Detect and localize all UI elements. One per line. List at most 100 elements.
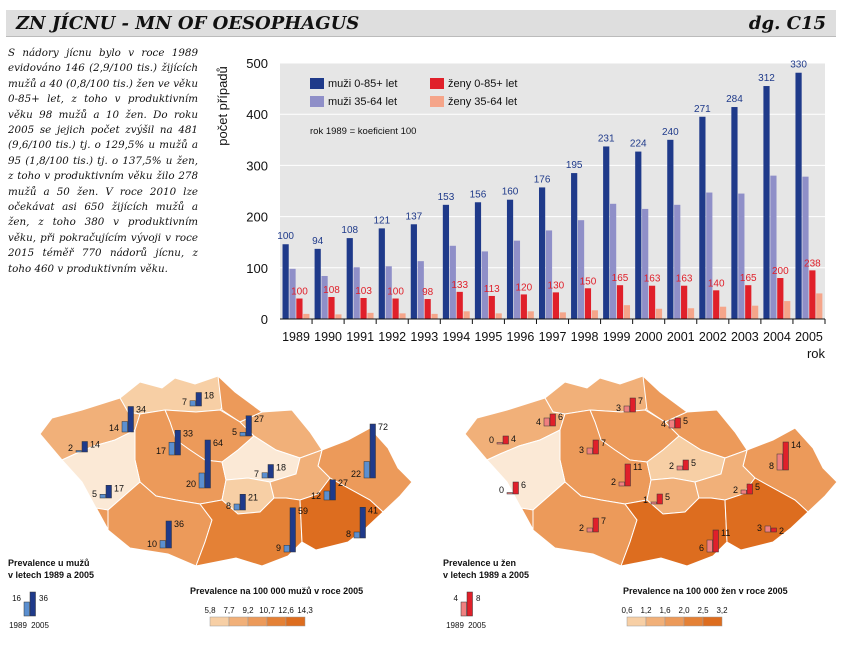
bar-men: [545, 230, 553, 319]
bar-women: [399, 313, 406, 319]
scale-tick: 0,6: [621, 606, 633, 615]
data-label-women: 140: [708, 278, 725, 289]
region-value-2005: 7: [638, 396, 643, 406]
bar-women: [520, 294, 527, 319]
region-bar-1989: [363, 461, 370, 479]
data-label-women: 100: [387, 287, 404, 298]
scale-tick: 9,2: [242, 606, 254, 615]
scale-swatch: [228, 616, 249, 627]
data-label-women: 163: [644, 274, 661, 285]
bar-men: [442, 204, 450, 319]
region-bar-2005: [289, 507, 296, 553]
region-value-2005: 41: [368, 505, 378, 515]
scale-tick: 1,2: [640, 606, 652, 615]
region-value-2005: 17: [114, 483, 124, 493]
legend-swatch: [430, 78, 444, 89]
region-value-2005: 7: [601, 438, 606, 448]
x-tick-label: 1999: [603, 330, 631, 344]
key-year-1989: 1989: [9, 621, 27, 630]
map-title-line1: Prevalence u mužů: [8, 558, 90, 568]
data-label-women: 98: [422, 287, 434, 298]
key-year-1989: 1989: [446, 621, 464, 630]
x-tick-label: 2005: [795, 330, 823, 344]
bar-women: [809, 270, 816, 319]
region-bar-2005: [592, 517, 599, 533]
legend-label: ženy 0-85+ let: [448, 78, 517, 90]
region-bar-1989: [506, 492, 513, 495]
x-axis-label: rok: [807, 346, 826, 361]
x-tick-label: 1996: [507, 330, 535, 344]
region-bar-2005: [656, 493, 663, 505]
region-bar-2005: [127, 406, 134, 433]
x-tick-label: 2002: [699, 330, 727, 344]
y-tick-label: 400: [246, 107, 268, 122]
scale-swatch: [266, 616, 287, 627]
bar-men: [770, 175, 777, 319]
x-tick-label: 1997: [539, 330, 567, 344]
bar-men: [642, 208, 649, 319]
region-value-1989: 7: [254, 469, 259, 479]
region-bar-2005: [746, 483, 753, 495]
region-value-1989: 4: [661, 419, 666, 429]
map-title-line2: v letech 1989 a 2005: [443, 570, 529, 580]
region-value-2005: 33: [183, 428, 193, 438]
data-label-men: 176: [534, 174, 551, 185]
x-tick-label: 1989: [282, 330, 310, 344]
key-year-2005: 2005: [31, 621, 49, 630]
bar-men: [667, 139, 674, 319]
region-bar-2005: [105, 485, 112, 499]
region-value-1989: 22: [351, 469, 361, 479]
region-value-1989: 14: [109, 423, 119, 433]
region-bar-2005: [770, 527, 777, 533]
region-bar-2005: [245, 415, 252, 437]
data-label-men: 195: [566, 160, 583, 171]
map-men: 2 14 14 34 7 18 5 27 17 33 20 64 7 18 22 72 5 17 8 21 12 27 10…: [8, 374, 414, 630]
scale-swatch: [683, 616, 704, 627]
bar-women: [367, 312, 374, 319]
scale-swatch: [247, 616, 268, 627]
bar-men: [674, 204, 681, 319]
bar-men: [603, 146, 610, 319]
scale-title: Prevalence na 100 000 žen v roce 2005: [623, 586, 788, 596]
bar-women: [752, 305, 759, 319]
region: [486, 429, 566, 511]
x-tick-label: 1992: [378, 330, 406, 344]
region-value-2005: 36: [174, 519, 184, 529]
region-value-1989: 0: [489, 435, 494, 445]
region-bar-2005: [682, 459, 689, 471]
region-value-1989: 5: [232, 427, 237, 437]
bar-men: [481, 251, 488, 319]
y-tick-label: 100: [246, 261, 268, 276]
region-bar-1989: [239, 432, 246, 437]
page-title: ZN JÍCNU - MN OF OESOPHAGUS: [16, 13, 360, 34]
region-bar-2005: [267, 464, 274, 479]
region-bar-1989: [233, 503, 240, 511]
region-value-1989: 20: [186, 479, 196, 489]
data-label-men: 271: [694, 104, 711, 115]
bar-men: [763, 86, 770, 319]
region-value-1989: 2: [579, 523, 584, 533]
bar-women: [488, 295, 495, 319]
legend-swatch: [430, 96, 444, 107]
bar-men: [539, 187, 546, 319]
region-bar-1989: [676, 465, 683, 471]
bar-men: [321, 275, 328, 319]
data-label-men: 100: [277, 231, 294, 242]
bar-women: [296, 298, 303, 319]
region-bar-2005: [782, 441, 789, 471]
region-bar-1989: [586, 447, 593, 455]
region-bar-2005: [195, 392, 202, 407]
y-tick-label: 0: [261, 312, 268, 327]
region-bar-1989: [543, 417, 550, 427]
map-title-line2: v letech 1989 a 2005: [8, 570, 94, 580]
region-bar-2005: [512, 481, 519, 495]
region-value-2005: 64: [213, 438, 223, 448]
bar-women: [591, 310, 598, 319]
data-label-men: 121: [373, 215, 390, 226]
x-tick-label: 2001: [667, 330, 695, 344]
region-bar-1989: [650, 501, 657, 505]
region-bar-1989: [283, 545, 290, 553]
data-label-women: 150: [580, 276, 597, 287]
scale-swatch: [285, 616, 306, 627]
scale-tick: 14,3: [297, 606, 313, 615]
